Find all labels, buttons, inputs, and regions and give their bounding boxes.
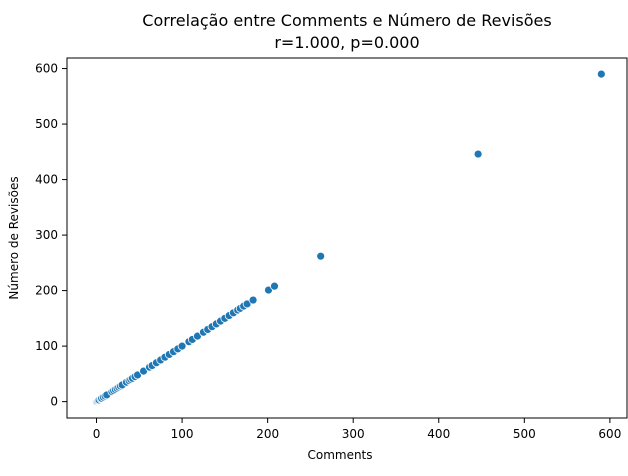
x-tick-label-0: 0 bbox=[93, 427, 101, 441]
data-points bbox=[92, 69, 606, 407]
x-tick-label-200: 200 bbox=[256, 427, 279, 441]
x-axis: 0 100 200 300 400 500 600 bbox=[93, 418, 621, 441]
x-tick-label-500: 500 bbox=[513, 427, 536, 441]
data-point-49 bbox=[270, 281, 279, 291]
data-point-31 bbox=[177, 341, 187, 351]
y-axis-label: Número de Revisões bbox=[7, 176, 21, 299]
y-tick-label-300: 300 bbox=[35, 228, 58, 242]
y-tick-label-100: 100 bbox=[35, 339, 58, 353]
y-tick-label-500: 500 bbox=[35, 117, 58, 131]
y-tick-label-200: 200 bbox=[35, 284, 58, 298]
data-point-52 bbox=[596, 69, 606, 79]
chart-title: Correlação entre Comments e Número de Re… bbox=[142, 11, 551, 30]
x-tick-label-100: 100 bbox=[171, 427, 194, 441]
x-tick-label-300: 300 bbox=[342, 427, 365, 441]
y-tick-label-0: 0 bbox=[50, 395, 58, 409]
data-point-50 bbox=[316, 251, 326, 261]
data-point-51 bbox=[473, 149, 483, 159]
x-tick-label-400: 400 bbox=[427, 427, 450, 441]
x-tick-label-600: 600 bbox=[598, 427, 621, 441]
y-tick-label-400: 400 bbox=[35, 173, 58, 187]
y-tick-label-600: 600 bbox=[35, 62, 58, 76]
y-axis: 0 100 200 300 400 500 600 bbox=[35, 62, 67, 409]
chart-subtitle: r=1.000, p=0.000 bbox=[274, 33, 419, 52]
x-axis-label: Comments bbox=[307, 448, 372, 462]
data-point-47 bbox=[248, 295, 258, 305]
plot-frame bbox=[66, 57, 628, 419]
